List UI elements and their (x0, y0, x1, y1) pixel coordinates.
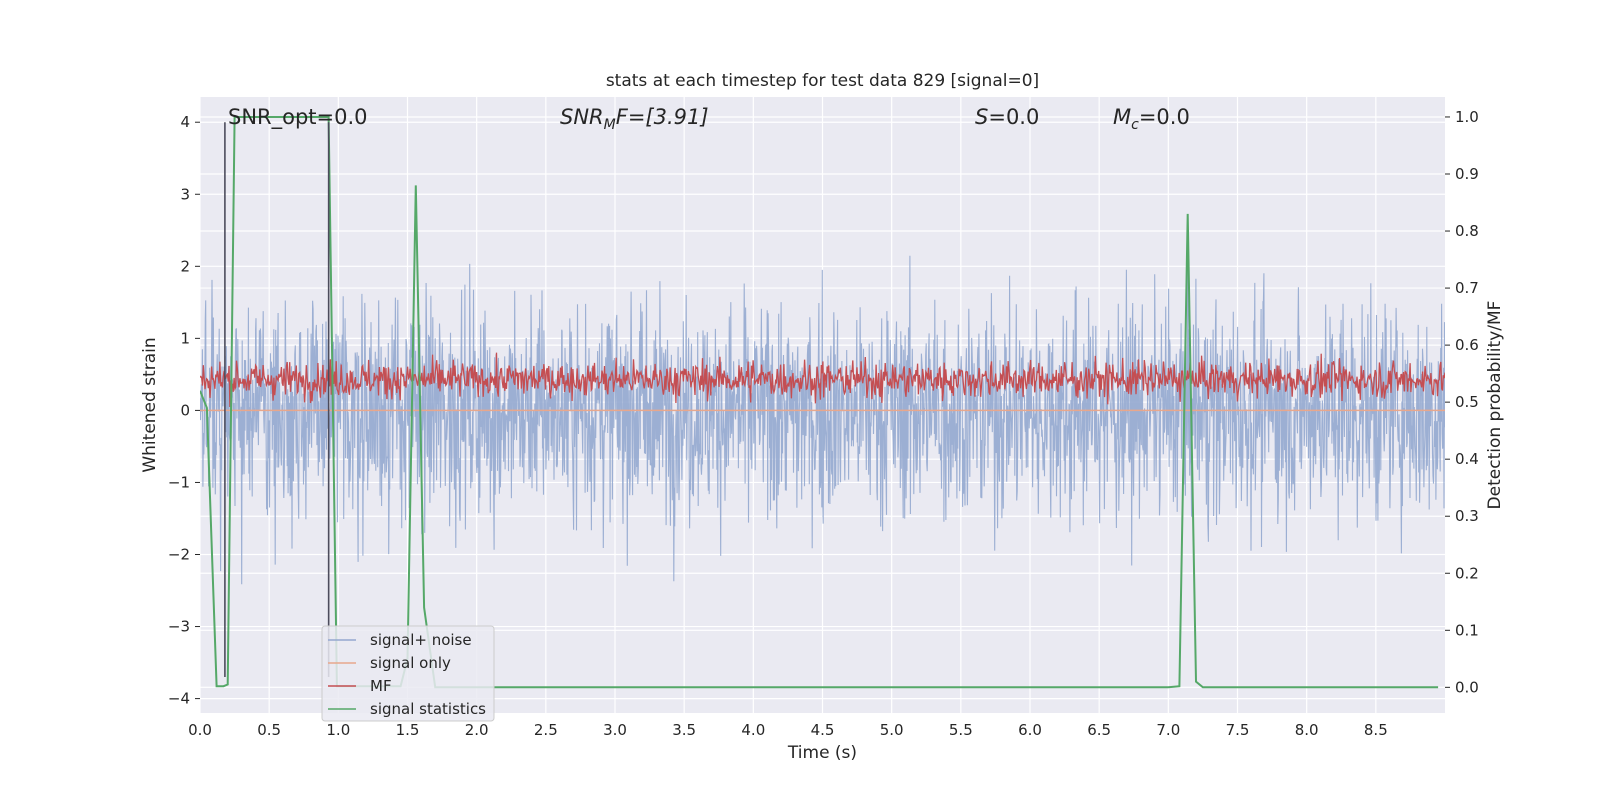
y-left-tick-label: 3 (180, 185, 190, 203)
annotation-mc: Mc=0.0 (1113, 105, 1190, 133)
x-tick-label: 2.0 (465, 721, 489, 739)
y-right-tick-label: 0.7 (1455, 279, 1479, 297)
y-right-tick-label: 0.8 (1455, 222, 1479, 240)
y-right-tick-label: 0.1 (1455, 621, 1479, 639)
x-tick-label: 7.0 (1156, 721, 1180, 739)
x-tick-label: 7.5 (1226, 721, 1250, 739)
y-right-tick-label: 0.3 (1455, 507, 1479, 525)
x-tick-label: 3.0 (603, 721, 627, 739)
x-tick-label: 1.5 (396, 721, 420, 739)
y-left-tick-label: −4 (168, 690, 190, 708)
x-axis-label: Time (s) (787, 743, 857, 763)
legend: signal+ noise signal only MF signal stat… (321, 625, 495, 722)
legend-label-signal-only: signal only (370, 654, 451, 672)
y-left-tick-label: −1 (168, 473, 190, 491)
x-tick-label: 6.0 (1018, 721, 1042, 739)
x-tick-label: 1.0 (326, 721, 350, 739)
x-tick-label: 6.5 (1087, 721, 1111, 739)
x-tick-label: 5.0 (880, 721, 904, 739)
series-mf (200, 352, 1445, 408)
annotation-snr-mf: SNRMF=[3.91] (560, 105, 709, 133)
legend-label-signal-statistics: signal statistics (370, 700, 486, 718)
x-tick-label: 4.0 (741, 721, 765, 739)
y-axis-left-label: Whitened strain (140, 337, 160, 472)
y-left-tick-label: 4 (180, 113, 190, 131)
legend-label-signal-noise: signal+ noise (370, 631, 472, 649)
y-left-tick-label: −2 (168, 545, 190, 563)
y-left-tick-label: 0 (180, 401, 190, 419)
y-right-tick-label: 0.2 (1455, 564, 1479, 582)
x-tick-label: 0.5 (257, 721, 281, 739)
y-left-tick-label: −3 (168, 618, 190, 636)
x-tick-label: 3.5 (672, 721, 696, 739)
x-tick-label: 0.0 (188, 721, 212, 739)
y-right-tick-label: 0.4 (1455, 450, 1479, 468)
legend-box (321, 625, 495, 722)
chart-title: stats at each timestep for test data 829… (606, 71, 1039, 91)
x-tick-label: 8.5 (1364, 721, 1388, 739)
y-right-tick-label: 0.5 (1455, 393, 1479, 411)
y-right-tick-label: 0.9 (1455, 165, 1479, 183)
series-signal-noise (200, 227, 1445, 585)
y-left-tick-label: 2 (180, 257, 190, 275)
x-tick-label: 2.5 (534, 721, 558, 739)
y-right-tick-label: 0.6 (1455, 336, 1479, 354)
annotation-snr-opt: SNR_opt=0.0 (228, 105, 368, 130)
ticks: 0.0 0.5 1.0 1.5 2.0 2.5 3.0 3.5 4.0 4.5 5.0 5.5 6.0 6… (168, 108, 1479, 739)
x-tick-label: 5.5 (949, 721, 973, 739)
x-tick-label: 4.5 (811, 721, 835, 739)
y-right-tick-label: 0.0 (1455, 678, 1479, 696)
y-left-tick-label: 1 (180, 329, 190, 347)
y-right-tick-label: 1.0 (1455, 108, 1479, 126)
legend-label-mf: MF (370, 677, 392, 695)
x-tick-label: 8.0 (1295, 721, 1319, 739)
y-axis-right-label: Detection probability/MF (1485, 301, 1505, 510)
annotation-s: S=0.0 (975, 105, 1039, 129)
